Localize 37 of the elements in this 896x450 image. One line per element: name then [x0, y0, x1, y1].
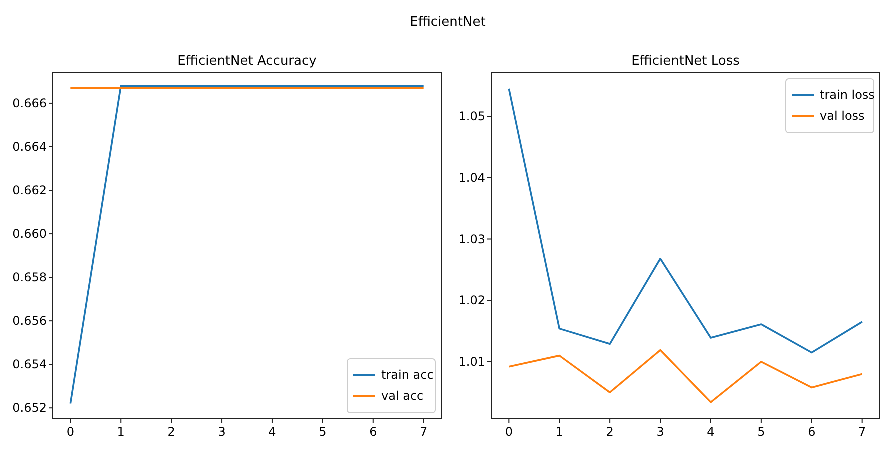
legend-label: val acc	[382, 389, 424, 403]
y-tick-label: 0.662	[12, 184, 47, 198]
y-tick-label: 1.04	[458, 170, 486, 185]
y-tick-label: 0.666	[12, 96, 47, 110]
x-tick-label: 3	[656, 425, 664, 439]
y-tick-label: 0.652	[12, 401, 47, 416]
chart-title: EfficientNet Accuracy	[178, 54, 318, 69]
x-tick-label: 4	[268, 425, 276, 439]
x-tick-label: 1	[556, 425, 564, 439]
text: EfficientNet	[410, 15, 486, 30]
y-tick-label: 1.02	[458, 294, 486, 308]
y-tick-label: 1.05	[458, 110, 486, 124]
x-tick-label: 4	[707, 425, 715, 439]
x-tick-label: 6	[808, 425, 816, 439]
y-tick-label: 0.654	[12, 358, 47, 372]
y-tick-label: 0.660	[12, 227, 47, 242]
chart-title: EfficientNet Loss	[632, 54, 740, 69]
y-tick-label: 0.658	[12, 270, 47, 285]
legend-label: train acc	[382, 368, 434, 382]
x-tick-label: 3	[218, 425, 226, 439]
legend-label: train loss	[820, 88, 875, 102]
y-tick-label: 1.03	[458, 232, 486, 246]
x-tick-label: 7	[420, 425, 428, 439]
x-tick-label: 0	[66, 425, 74, 439]
x-tick-label: 2	[606, 425, 614, 439]
x-tick-label: 5	[758, 425, 766, 439]
y-tick-label: 1.01	[458, 354, 486, 369]
x-tick-label: 6	[370, 425, 378, 439]
x-tick-label: 5	[319, 425, 327, 439]
y-tick-label: 0.664	[12, 140, 47, 154]
x-tick-label: 0	[505, 425, 513, 439]
x-tick-label: 7	[858, 425, 866, 439]
line-series	[508, 349, 864, 404]
x-tick-label: 2	[168, 425, 176, 439]
x-tick-label: 1	[117, 425, 125, 439]
legend-label: val loss	[820, 109, 865, 123]
y-tick-label: 0.656	[12, 314, 47, 328]
